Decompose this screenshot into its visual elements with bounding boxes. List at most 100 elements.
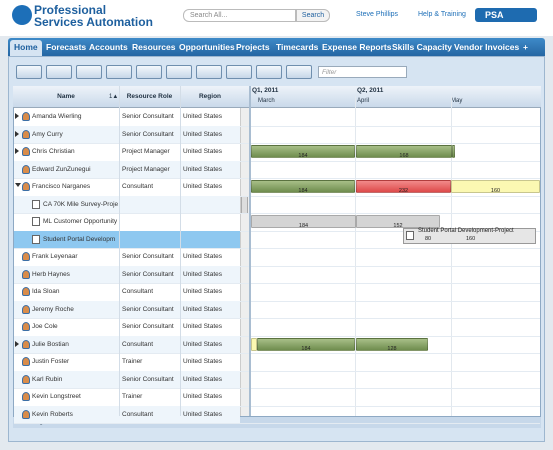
- expand-toggle[interactable]: [15, 148, 22, 154]
- resource-name[interactable]: Amy Curry: [32, 130, 63, 138]
- toolbar-button[interactable]: [196, 65, 222, 79]
- resource-region: United States: [183, 393, 223, 400]
- filter-input[interactable]: Filter: [318, 66, 407, 78]
- row-line: [14, 300, 540, 302]
- resource-role: Senior Consultant: [122, 305, 174, 313]
- month-label: March: [258, 98, 275, 104]
- app-switcher[interactable]: PSA: [475, 8, 537, 22]
- column-header: Name: [57, 93, 75, 100]
- gantt-bar[interactable]: 152: [356, 215, 440, 229]
- resource-name[interactable]: Edward ZunZunegui: [32, 165, 91, 173]
- gantt-bar[interactable]: 168: [356, 145, 452, 159]
- gantt-bar[interactable]: [452, 145, 455, 158]
- resource-name[interactable]: Justin Foster: [32, 358, 70, 365]
- toolbar-button[interactable]: [76, 65, 102, 79]
- resource-name[interactable]: Frank Leyenaar: [32, 253, 78, 260]
- resource-name[interactable]: Jeremy Roche: [32, 305, 74, 313]
- resource-region: United States: [183, 130, 223, 138]
- expand-toggle[interactable]: [15, 340, 22, 347]
- month-label: April: [357, 98, 370, 104]
- toolbar-button[interactable]: [166, 65, 192, 79]
- resource-name[interactable]: Chris Christian: [32, 148, 75, 155]
- row-line: [14, 318, 540, 319]
- resource-icon: [22, 112, 30, 121]
- nav-tab[interactable]: Expense Reports: [322, 42, 392, 52]
- project-icon: [32, 234, 40, 244]
- toolbar-button[interactable]: [46, 65, 72, 79]
- resource-name[interactable]: Kevin Longstreet: [32, 393, 81, 400]
- user-menu[interactable]: Steve Phillips: [356, 11, 399, 18]
- expand-toggle[interactable]: [15, 183, 21, 190]
- toolbar-button[interactable]: [106, 65, 132, 79]
- row-line: [14, 283, 540, 284]
- gantt-bar[interactable]: 184: [251, 145, 355, 159]
- gantt-callout[interactable]: [403, 227, 536, 244]
- nav-tab[interactable]: Projects: [236, 42, 270, 52]
- scroll-thumb[interactable]: [241, 196, 248, 214]
- resource-name[interactable]: Herb Haynes: [32, 270, 70, 278]
- search-button[interactable]: Search: [296, 9, 330, 22]
- gantt-bar[interactable]: 184: [257, 337, 355, 352]
- expand-toggle[interactable]: [15, 113, 22, 119]
- nav-tab[interactable]: Opportunities: [179, 42, 235, 52]
- resource-name[interactable]: Francisco Narganes: [32, 183, 91, 190]
- resource-region: United States: [183, 410, 223, 418]
- grid-split: [249, 86, 251, 416]
- resource-name[interactable]: Student Portal Developm: [43, 235, 116, 243]
- resource-icon: [22, 129, 30, 139]
- resource-name[interactable]: Joe Cole: [32, 323, 58, 330]
- nav-tab[interactable]: Vendor Invoices: [454, 42, 520, 52]
- resource-role: Consultant: [122, 288, 154, 295]
- nav-tab[interactable]: Skills Capacity: [392, 42, 453, 52]
- scrollbar[interactable]: [240, 108, 249, 416]
- resource-name[interactable]: CA 70K Mile Survey-Proje: [43, 200, 119, 208]
- resource-icon: [22, 409, 30, 419]
- resource-region: United States: [183, 183, 223, 190]
- nav-tab[interactable]: Forecasts: [46, 42, 87, 52]
- gantt-bar[interactable]: 184: [251, 180, 355, 194]
- grid-column-line: [180, 86, 181, 416]
- resource-name[interactable]: Amanda Wierling: [32, 113, 82, 120]
- project-icon: [32, 199, 40, 209]
- resource-name[interactable]: Julie Bostian: [32, 340, 69, 348]
- help-link[interactable]: Help & Training: [418, 11, 466, 18]
- resource-icon: [22, 287, 30, 296]
- toolbar-button[interactable]: [136, 65, 162, 79]
- row-line: [14, 248, 540, 249]
- nav-tab[interactable]: +: [523, 42, 528, 52]
- nav-tab[interactable]: Timecards: [276, 42, 319, 52]
- gantt-bar[interactable]: 184: [251, 215, 356, 229]
- resource-name[interactable]: ML Customer Opportunity: [43, 218, 118, 225]
- resource-region: United States: [183, 340, 223, 348]
- gantt-bar[interactable]: [251, 337, 257, 351]
- logo-text: Professional: [34, 3, 107, 17]
- search-input[interactable]: Search All...: [183, 9, 296, 22]
- sort-indicator: 1▲: [109, 94, 119, 100]
- resource-name[interactable]: Karl Rubin: [32, 375, 63, 383]
- gantt-bar[interactable]: 160: [451, 180, 540, 194]
- callout-value: 80: [425, 235, 432, 242]
- row-stripe: [14, 370, 240, 388]
- nav-tab[interactable]: Resources: [132, 42, 176, 52]
- toolbar-button[interactable]: [256, 65, 282, 79]
- resource-region: United States: [183, 358, 223, 365]
- resource-role: Consultant: [122, 183, 154, 190]
- row-line: [14, 265, 540, 267]
- resource-icon: [22, 357, 30, 366]
- gantt-bar[interactable]: 128: [356, 337, 428, 352]
- expand-toggle[interactable]: [15, 130, 22, 137]
- nav-tab[interactable]: Accounts: [89, 42, 128, 52]
- resource-role: Senior Consultant: [122, 130, 174, 138]
- toolbar-button[interactable]: [16, 65, 42, 79]
- resource-name[interactable]: Ida Sloan: [32, 288, 60, 295]
- gantt-bar[interactable]: 232: [356, 180, 451, 194]
- row-line: [14, 125, 540, 127]
- toolbar-button[interactable]: [226, 65, 252, 79]
- resource-icon: [22, 322, 30, 331]
- resource-role: Project Manager: [122, 148, 170, 155]
- project-icon: [406, 230, 414, 240]
- resource-name[interactable]: Kevin Roberts: [32, 410, 73, 418]
- toolbar-button[interactable]: [286, 65, 312, 79]
- nav-tab[interactable]: Home: [10, 40, 42, 56]
